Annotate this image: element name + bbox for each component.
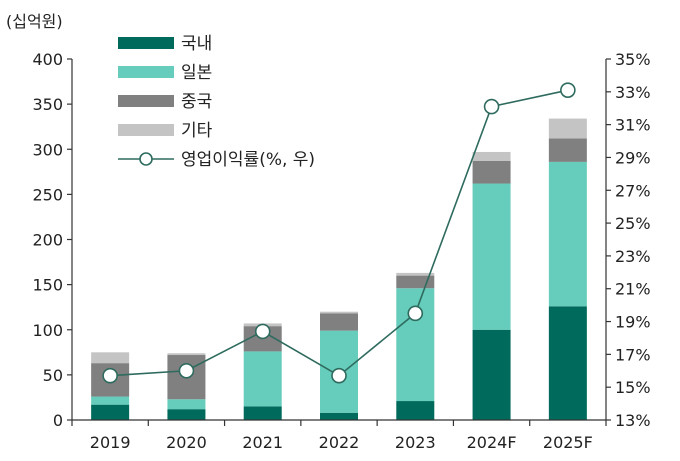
legend-label-2: 중국 [181, 92, 212, 112]
legend-swatch-0 [118, 37, 174, 49]
bar-series-3-2019 [91, 352, 130, 364]
right-tick-label: 21% [615, 280, 651, 299]
right-tick-label: 27% [615, 181, 651, 200]
bar-series-0-2021 [243, 406, 282, 420]
bar-series-1-2024F [472, 183, 511, 330]
right-tick-label: 29% [615, 148, 651, 167]
left-tick-label: 150 [32, 276, 63, 295]
bar-series-0-2022 [320, 412, 358, 420]
left-tick-label: 350 [32, 95, 63, 114]
bar-series-2-2023 [396, 275, 435, 289]
left-tick-label: 50 [43, 366, 63, 385]
bar-series-3-2025F [548, 118, 587, 139]
bar-series-0-2023 [396, 401, 435, 420]
right-tick-label: 13% [615, 411, 651, 430]
left-tick-label: 400 [32, 50, 63, 69]
bar-series-0-2019 [91, 404, 130, 420]
legend-swatch-2 [118, 95, 174, 107]
bar-series-3-2024F [472, 151, 511, 161]
bar-series-1-2023 [396, 288, 435, 402]
right-tick-label: 17% [615, 345, 651, 364]
x-tick-label: 2020 [166, 433, 207, 452]
legend-label-0: 국내 [181, 34, 212, 54]
left-tick-label: 300 [32, 140, 63, 159]
bar-series-1-2019 [91, 396, 130, 405]
line-point-2025F [560, 82, 576, 98]
right-tick-label: 19% [615, 313, 651, 332]
right-tick-label: 35% [615, 50, 651, 69]
line-point-2021 [254, 323, 271, 340]
legend-swatch-3 [118, 124, 174, 136]
x-tick-label: 2022 [319, 433, 360, 452]
legend-label-4: 영업이익률(%, 우) [181, 150, 315, 170]
line-layer [102, 82, 576, 384]
x-tick-label: 2021 [242, 433, 283, 452]
legend-swatch-1 [118, 66, 174, 78]
left-tick-label: 200 [32, 231, 63, 250]
right-tick-label: 23% [615, 247, 651, 266]
legend-label-3: 기타 [181, 121, 213, 141]
left-axis-unit-label: (십억원) [6, 12, 63, 31]
bar-series-2-2025F [548, 138, 587, 162]
line-point-2019 [102, 367, 118, 384]
bar-series-1-2021 [243, 351, 282, 407]
bar-series-0-2024F [472, 329, 511, 420]
bar-series-1-2025F [548, 161, 587, 307]
left-tick-label: 100 [32, 321, 63, 340]
bar-series-3-2022 [320, 311, 358, 314]
bar-series-3-2020 [167, 353, 206, 356]
legend-label-1: 일본 [181, 63, 212, 83]
bar-series-1-2020 [167, 399, 206, 410]
right-tick-label: 15% [615, 378, 651, 397]
right-tick-label: 25% [615, 214, 651, 233]
bar-series-2-2024F [472, 160, 511, 184]
bar-series-3-2023 [396, 272, 435, 276]
x-tick-label: 2024F [467, 433, 517, 452]
x-tick-label: 2025F [543, 433, 593, 452]
bar-series-2-2022 [320, 313, 358, 331]
line-point-2023 [407, 305, 424, 322]
right-tick-label: 31% [615, 116, 651, 135]
bars-layer [91, 118, 587, 420]
bar-series-0-2020 [167, 409, 206, 420]
left-tick-label: 0 [53, 411, 63, 430]
ticks-layer: 0 50 100 150 200 250 300 350 400 13% 15% 17% 19% 21% 2… [32, 50, 650, 452]
left-tick-label: 250 [32, 185, 63, 204]
bar-series-0-2025F [548, 306, 587, 420]
line-point-2022 [331, 367, 347, 384]
x-tick-label: 2023 [395, 433, 436, 452]
x-tick-label: 2019 [90, 433, 131, 452]
right-tick-label: 33% [615, 83, 651, 102]
line-point-2020 [178, 362, 195, 379]
line-point-2024F [483, 98, 500, 115]
legend-marker-swatch [139, 152, 153, 166]
